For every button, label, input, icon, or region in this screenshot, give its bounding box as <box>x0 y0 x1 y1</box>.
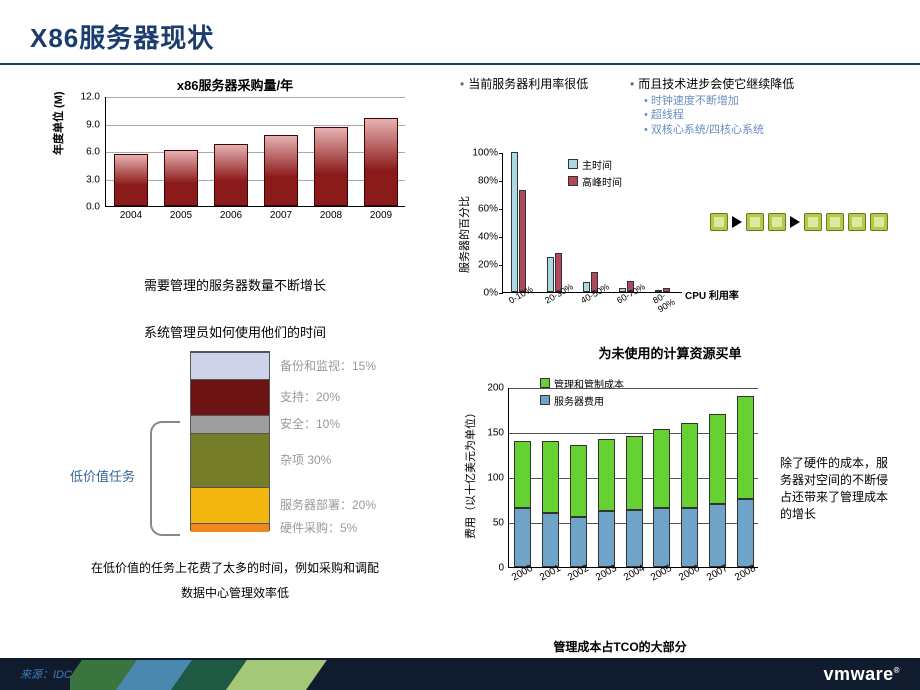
stack-title: 系统管理员如何使用他们的时间 <box>30 322 440 341</box>
chart1-bar <box>314 127 348 206</box>
chart1-ylabel: 年度单位 (M) <box>50 91 66 155</box>
stack-subtitle-2: 数据中心管理效率低 <box>30 584 440 601</box>
chart3-caption: 除了硬件的成本，服务器对空间的不断侵占还带来了管理成本的增长 <box>780 454 890 522</box>
cpu-evolution-icons <box>710 213 890 231</box>
brace-icon <box>150 421 180 536</box>
chart3-ylabel: 费用（以十亿美元为单位） <box>462 407 478 539</box>
stack-subtitle-1: 在低价值的任务上花费了太多的时间，例如采购和调配 <box>30 559 440 576</box>
stack-seg-label: 支持：20% <box>280 388 340 405</box>
footer-bar: 来源：IDC vmware® <box>0 658 920 690</box>
stack-seg-label: 服务器部署：20% <box>280 496 376 513</box>
chart2-ylabel: 服务器的百分比 <box>456 196 472 273</box>
low-value-label: 低价值任务 <box>70 466 135 485</box>
chart3-subtitle: 管理成本占TCO的大部分 <box>460 638 780 655</box>
chart1-bar <box>264 135 298 206</box>
chart3-bar <box>709 414 726 567</box>
chart-cpu-utilization: 服务器的百分比 0%20%40%60%80%100%0-10%20-30%40-… <box>460 143 710 343</box>
chart3-bar <box>514 441 531 567</box>
chart2-bar <box>511 152 518 292</box>
chart2-subtitle: 为未使用的计算资源买单 <box>450 343 890 362</box>
stack-segment <box>191 433 269 487</box>
chart-server-purchases: x86服务器采购量/年 年度单位 (M) 0.03.06.09.012.0200… <box>50 75 420 265</box>
stack-segment <box>191 415 269 433</box>
chart2-legend: 主时间高峰时间 <box>568 157 622 191</box>
chart3-bar <box>626 436 643 567</box>
stack-seg-label: 安全：10% <box>280 415 340 432</box>
bullet-low-util: •当前服务器利用率很低 <box>460 75 630 137</box>
chart2-bar <box>547 257 554 292</box>
admin-time-stack: 低价值任务 备份和监视：15% 支持：20% 安全：10% 杂项 30% 服务器部署：2… <box>30 351 430 551</box>
chart2-xtitle: CPU 利用率 <box>685 287 739 302</box>
chart3-bar <box>542 441 559 567</box>
chart3-bar <box>653 429 670 567</box>
chart2-bar <box>519 190 526 292</box>
chart1-title: x86服务器采购量/年 <box>50 75 420 94</box>
chart1-bar <box>164 150 198 206</box>
chart3-bar <box>681 423 698 567</box>
chart1-bar <box>364 118 398 206</box>
stack-segment <box>191 379 269 415</box>
chart3-bar <box>570 445 587 567</box>
stack-segment <box>191 523 269 532</box>
source-label: 来源：IDC <box>20 666 72 682</box>
stack-segment <box>191 352 269 379</box>
bullet-tech: •而且技术进步会使它继续降低 <box>630 75 794 92</box>
page-title: X86服务器现状 <box>30 18 890 55</box>
stack-seg-label: 备份和监视：15% <box>280 357 376 374</box>
stack-seg-label: 杂项 30% <box>280 451 331 468</box>
vmware-logo: vmware® <box>824 664 900 685</box>
chart-tco-cost: 管理和管制成本服务器费用 费用（以十亿美元为单位） 05010015020020… <box>460 374 780 634</box>
stack-seg-label: 硬件采购：5% <box>280 519 357 536</box>
chart1-subtitle: 需要管理的服务器数量不断增长 <box>30 275 440 294</box>
stack-segment <box>191 487 269 523</box>
tech-sublist: 时钟速度不断增加超线程双核心系统/四核心系统 <box>644 94 794 137</box>
chart3-bar <box>737 396 754 567</box>
chart1-bar <box>214 144 248 206</box>
chart1-bar <box>114 154 148 206</box>
chart3-bar <box>598 439 615 567</box>
